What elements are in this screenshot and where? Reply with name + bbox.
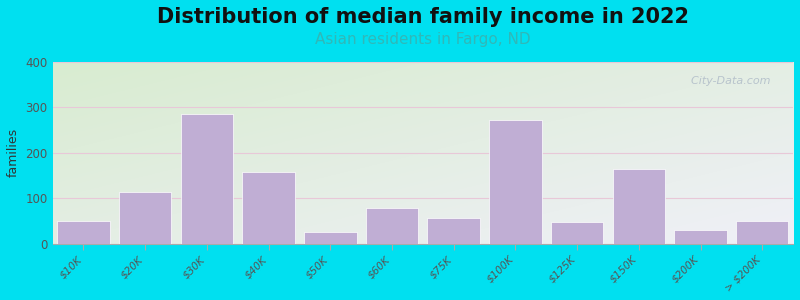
Bar — [489, 120, 542, 244]
Bar — [242, 172, 294, 244]
Bar — [551, 222, 603, 244]
Bar — [181, 114, 233, 244]
Text: Asian residents in Fargo, ND: Asian residents in Fargo, ND — [315, 32, 530, 47]
Bar — [304, 232, 357, 244]
Title: Distribution of median family income in 2022: Distribution of median family income in … — [157, 7, 689, 27]
Bar — [119, 192, 171, 244]
Y-axis label: families: families — [7, 128, 20, 177]
Bar — [674, 230, 726, 244]
Bar — [58, 221, 110, 244]
Bar — [613, 169, 665, 244]
Bar — [366, 208, 418, 244]
Text: City-Data.com: City-Data.com — [684, 76, 771, 86]
Bar — [427, 218, 480, 244]
Bar — [736, 221, 789, 244]
